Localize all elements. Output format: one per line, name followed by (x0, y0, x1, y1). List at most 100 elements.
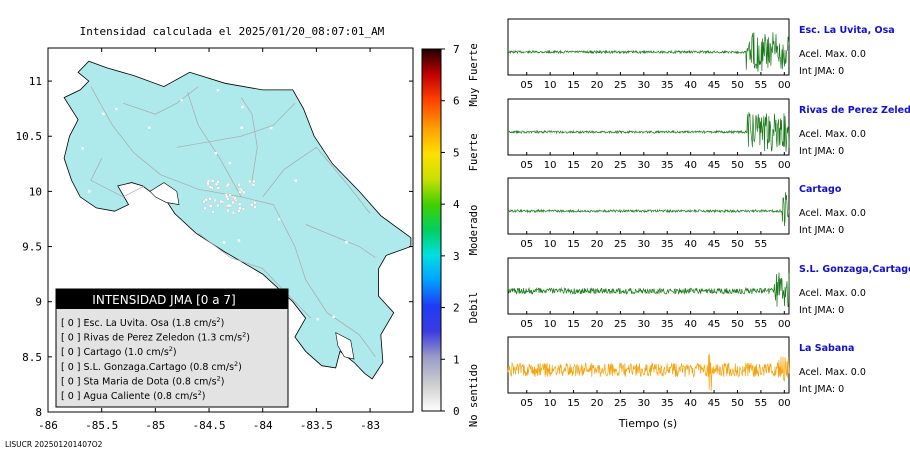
y-tick-label: 11 (29, 75, 42, 88)
legend-item-name: Rivas de Perez Zeledon (84, 333, 198, 344)
waveform-frame (507, 336, 790, 394)
max-acceleration: Acel. Max. 0.0 (799, 288, 866, 299)
time-tick-label: 55 (755, 319, 768, 330)
legend-header (56, 289, 288, 309)
legend-items: [ 0 ] Esc. La Uvita. Osa (1.8 cm/s2)[ 0 … (61, 316, 250, 402)
station-name: La Sabana (799, 343, 854, 354)
time-tick-label: 45 (708, 80, 721, 91)
waveform-panel: 05 10 15 20 25 30 35 40 45 50 55 Cartago Acel. Max. … (507, 177, 866, 250)
time-tick-label: 25 (614, 160, 627, 171)
station-marker (163, 221, 166, 224)
legend-item-level: [ 0 ] (61, 347, 84, 358)
time-tick-label: 05 (520, 398, 533, 409)
station-marker (202, 200, 206, 203)
station-marker (233, 196, 237, 200)
legend-item-value: (1.8 cm/s (172, 318, 217, 329)
station-marker (228, 193, 232, 197)
time-tick-label: 50 (731, 160, 744, 171)
road-line (122, 86, 199, 115)
x-tick-label: -85.5 (85, 419, 118, 432)
time-tick-label: 45 (708, 319, 721, 330)
legend-item-level: [ 0 ] (61, 391, 84, 402)
station-name: Rivas de Perez Zeledon (799, 105, 910, 116)
station-marker (315, 103, 319, 106)
colorbar-tick-label: 2 (453, 302, 460, 315)
station-marker (148, 274, 151, 277)
legend-item-name: S.L. Gonzaga.Cartago (84, 362, 190, 373)
x-tick-label: -83 (360, 419, 380, 432)
time-tick-label: 15 (567, 319, 580, 330)
colorbar-category-label: Muy Fuerte (468, 43, 480, 106)
y-tick-label: 8.5 (22, 351, 42, 364)
legend-item-value: (1.0 cm/s (124, 347, 169, 358)
legend-item-level: [ 0 ] (61, 318, 84, 329)
road-line (262, 146, 371, 214)
time-tick-label: 35 (661, 160, 674, 171)
legend-item-unit-exp: 2 (198, 389, 202, 397)
time-tick-label: 10 (544, 239, 557, 250)
colorbar-gradient (421, 48, 442, 412)
station-marker (316, 318, 319, 321)
legend-item-close: ) (173, 347, 177, 358)
station-marker (253, 201, 257, 205)
footer-id: LISUCR 202501201407O2 (5, 440, 103, 449)
station-marker (207, 179, 210, 183)
colorbar-category-label: Moderado (468, 205, 480, 256)
legend-item: [ 0 ] Rivas de Perez Zeledon (1.3 cm/s2) (61, 331, 250, 344)
map-axis-ticks: -86 -85.5 -85 -84.5 -84 -83.5 -83 8 8.5 9 9.5 10 10.… (16, 48, 413, 432)
time-tick-label: 55 (755, 80, 768, 91)
road-line (240, 97, 258, 181)
time-tick-label: 45 (708, 160, 721, 171)
time-tick-label: 40 (684, 160, 697, 171)
max-acceleration: Acel. Max. 0.0 (799, 49, 866, 60)
time-tick-label: 30 (637, 160, 650, 171)
time-tick-label: 50 (731, 319, 744, 330)
colorbar-ticks: 0 1 2 3 4 5 6 7 (441, 43, 460, 418)
time-tick-label: 55 (755, 160, 768, 171)
station-marker (252, 179, 256, 183)
station-marker (222, 241, 226, 244)
road-line (198, 233, 312, 319)
time-tick-label: 10 (544, 160, 557, 171)
station-marker (251, 183, 255, 187)
station-marker (332, 315, 335, 318)
legend-item-unit-exp: 2 (234, 360, 238, 368)
jma-intensity: Int JMA: 0 (799, 305, 844, 316)
station-marker (345, 241, 348, 244)
legend-item: [ 0 ] Cartago (1.0 cm/s2) (61, 345, 177, 358)
legend-item-level: [ 0 ] (61, 376, 84, 387)
y-tick-label: 8 (35, 406, 42, 419)
legend-item: [ 0 ] Sta Maria de Dota (0.8 cm/s2) (61, 374, 224, 387)
legend-item: [ 0 ] Esc. La Uvita. Osa (1.8 cm/s2) (61, 316, 224, 329)
station-marker (351, 168, 354, 172)
station-name: S.L. Gonzaga,Cartago (799, 264, 910, 275)
legend-item-value: (0.8 cm/s (172, 376, 217, 387)
station-marker (227, 204, 231, 208)
waveform-panel: 05 10 15 20 25 30 35 40 45 50 55 00 Rivas de Perez Z… (507, 98, 910, 171)
station-marker (278, 218, 281, 221)
station-marker (248, 179, 252, 183)
station-marker (226, 197, 230, 201)
station-marker (102, 112, 105, 116)
time-tick-label: 35 (661, 239, 674, 250)
legend-item-name: Sta Maria de Dota (84, 376, 173, 387)
station-marker (250, 203, 254, 207)
legend-item-close: ) (221, 376, 225, 387)
x-tick-label: -84 (253, 419, 273, 432)
map-title: Intensidad calculada el 2025/01/20_08:07… (80, 25, 385, 38)
waveform-trace (507, 272, 790, 308)
waveform-panel: 05 10 15 20 25 30 35 40 45 50 55 00 La Sabana Acel. M… (507, 336, 866, 409)
waveform-trace (507, 192, 790, 227)
station-marker (115, 107, 118, 111)
legend-item-level: [ 0 ] (61, 333, 84, 344)
time-tick-label: 20 (591, 239, 604, 250)
station-marker (216, 204, 220, 208)
time-tick-label: 35 (661, 80, 674, 91)
road-line (176, 102, 296, 148)
time-tick-label: 50 (731, 398, 744, 409)
time-tick-label: 45 (708, 239, 721, 250)
colorbar-tick-label: 4 (453, 198, 460, 211)
time-tick-label: 50 (731, 239, 744, 250)
station-marker (238, 206, 242, 210)
